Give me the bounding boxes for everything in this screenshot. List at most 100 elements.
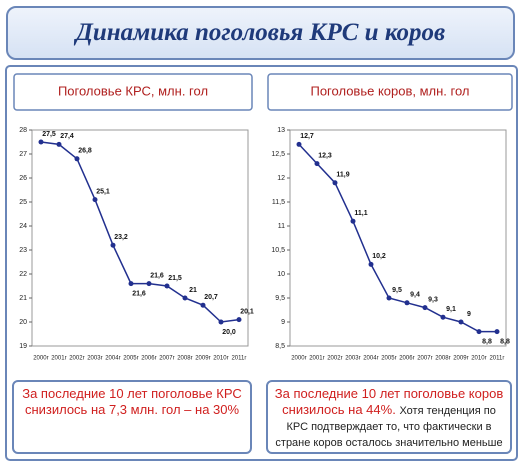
data-label: 8,8 xyxy=(482,338,492,345)
marker xyxy=(296,141,302,147)
marker xyxy=(368,261,374,267)
x-tick-label: 2006г xyxy=(141,356,157,362)
subtitle-box xyxy=(267,73,513,111)
note-right: За последние 10 лет поголовье коров сниз… xyxy=(266,380,512,454)
data-label: 9,4 xyxy=(410,292,420,299)
marker xyxy=(236,317,242,323)
marker xyxy=(200,302,206,308)
data-label: 26,8 xyxy=(78,148,92,155)
y-tick-label: 10,5 xyxy=(271,247,285,254)
x-tick-label: 2000г xyxy=(33,356,49,362)
x-tick-label: 2006г xyxy=(399,356,415,362)
data-label: 8,8 xyxy=(500,338,510,345)
y-tick-label: 9 xyxy=(281,319,285,326)
marker xyxy=(458,319,464,325)
data-label: 12,3 xyxy=(318,152,332,159)
y-tick-label: 12,5 xyxy=(271,151,285,158)
x-tick-label: 2001г xyxy=(51,356,67,362)
data-label: 21,6 xyxy=(150,272,164,279)
y-tick-label: 11 xyxy=(278,223,285,230)
marker xyxy=(494,329,500,335)
plot-area xyxy=(289,129,507,347)
data-label: 27,5 xyxy=(42,131,56,138)
marker xyxy=(164,283,170,289)
x-tick-label: 2005г xyxy=(123,356,139,362)
marker xyxy=(182,295,188,301)
line xyxy=(40,141,240,323)
x-tick-label: 2003г xyxy=(87,356,103,362)
marker xyxy=(92,197,98,203)
y-tick-label: 19 xyxy=(19,343,27,350)
marker xyxy=(110,242,116,248)
data-label: 9 xyxy=(467,311,471,318)
x-tick-label: 2004г xyxy=(363,356,379,362)
data-label: 27,4 xyxy=(60,133,74,140)
data-label: 9,1 xyxy=(446,306,456,313)
chart-title: Поголовье КРС, млн. гол xyxy=(58,83,208,98)
y-tick-label: 21 xyxy=(19,295,27,302)
x-tick-label: 2009г xyxy=(195,356,211,362)
marker xyxy=(422,305,428,311)
marker xyxy=(404,300,410,306)
note-text: За последние 10 лет поголовье коров сниз… xyxy=(274,386,504,417)
marker xyxy=(146,281,152,287)
note-text: Хотя тенденция по КРС подтверждает то, ч… xyxy=(275,405,503,449)
subtitle-box xyxy=(13,73,253,111)
marker xyxy=(386,295,392,301)
data-label: 20,1 xyxy=(240,308,254,315)
data-label: 20,7 xyxy=(204,294,218,301)
data-label: 9,5 xyxy=(392,287,402,294)
y-tick-label: 24 xyxy=(19,223,27,230)
y-tick-label: 23 xyxy=(19,247,27,254)
x-tick-label: 2001г xyxy=(309,356,325,362)
x-tick-label: 2007г xyxy=(417,356,433,362)
marker xyxy=(476,329,482,335)
frame xyxy=(5,65,518,461)
y-tick-label: 28 xyxy=(19,127,27,134)
x-tick-label: 2009г xyxy=(453,356,469,362)
x-tick-label: 2011г xyxy=(231,356,247,362)
data-label: 21,5 xyxy=(168,275,182,282)
y-tick-label: 11,5 xyxy=(272,199,285,206)
line xyxy=(298,143,497,333)
x-tick-label: 2008г xyxy=(435,356,451,362)
marker xyxy=(332,180,338,186)
data-label: 11,1 xyxy=(354,210,367,217)
y-tick-label: 20 xyxy=(19,319,27,326)
x-tick-label: 2010г xyxy=(471,356,487,362)
marker xyxy=(350,218,356,224)
data-label: 21 xyxy=(189,287,197,294)
marker xyxy=(218,319,224,325)
y-tick-label: 12 xyxy=(277,175,285,182)
marker xyxy=(440,314,446,320)
y-tick-label: 10 xyxy=(277,271,285,278)
data-label: 25,1 xyxy=(96,188,110,195)
data-label: 9,3 xyxy=(428,296,438,303)
y-tick-label: 22 xyxy=(19,271,27,278)
data-label: 20,0 xyxy=(222,329,236,336)
x-tick-label: 2000г xyxy=(291,356,307,362)
marker xyxy=(128,281,134,287)
plot-area xyxy=(31,129,249,347)
y-tick-label: 8,5 xyxy=(275,343,285,350)
x-tick-label: 2003г xyxy=(345,356,361,362)
x-tick-label: 2005г xyxy=(381,356,397,362)
header-title: Динамика поголовья КРС и коров xyxy=(6,6,515,60)
x-tick-label: 2002г xyxy=(327,356,343,362)
data-label: 11,9 xyxy=(336,172,349,179)
y-tick-label: 26 xyxy=(19,175,27,182)
y-tick-label: 25 xyxy=(19,199,27,206)
x-tick-label: 2007г xyxy=(159,356,175,362)
y-tick-label: 13 xyxy=(277,127,285,134)
marker xyxy=(38,139,44,145)
data-label: 12,7 xyxy=(300,133,314,140)
x-tick-label: 2008г xyxy=(177,356,193,362)
x-tick-label: 2011г xyxy=(489,356,505,362)
marker xyxy=(314,161,320,167)
note-text: За последние 10 лет поголовье КРС снизил… xyxy=(22,386,242,417)
marker xyxy=(56,141,62,147)
chart-title: Поголовье коров, млн. гол xyxy=(310,83,469,98)
note-left: За последние 10 лет поголовье КРС снизил… xyxy=(12,380,252,454)
